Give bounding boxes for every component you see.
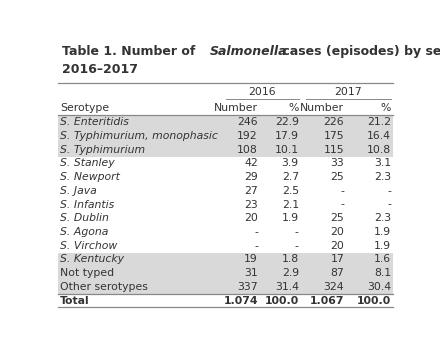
Text: S. Stanley: S. Stanley <box>60 158 115 168</box>
Bar <box>59 252 392 266</box>
Text: Serotype: Serotype <box>60 103 109 113</box>
Text: 42: 42 <box>244 158 258 168</box>
Text: 2.3: 2.3 <box>374 213 391 223</box>
Text: -: - <box>254 241 258 251</box>
Text: 2016–2017: 2016–2017 <box>62 63 138 76</box>
Text: 19: 19 <box>244 255 258 264</box>
Text: S. Java: S. Java <box>60 186 97 196</box>
Text: 25: 25 <box>330 172 344 182</box>
Text: Number: Number <box>214 103 258 113</box>
Text: 21.2: 21.2 <box>367 117 391 127</box>
Text: 1.8: 1.8 <box>282 255 299 264</box>
Bar <box>59 211 392 225</box>
Text: -: - <box>295 241 299 251</box>
Text: 3.9: 3.9 <box>282 158 299 168</box>
Text: S. Kentucky: S. Kentucky <box>60 255 124 264</box>
Bar <box>59 198 392 211</box>
Bar <box>59 294 392 307</box>
Text: %: % <box>289 103 299 113</box>
Text: 17.9: 17.9 <box>275 131 299 141</box>
Text: S. Typhimurium, monophasic: S. Typhimurium, monophasic <box>60 131 218 141</box>
Text: -: - <box>340 199 344 210</box>
Text: 2.7: 2.7 <box>282 172 299 182</box>
Text: 23: 23 <box>244 199 258 210</box>
Text: 20: 20 <box>330 241 344 251</box>
Text: 17: 17 <box>330 255 344 264</box>
Text: %: % <box>381 103 391 113</box>
Text: 10.8: 10.8 <box>367 145 391 155</box>
Text: 20: 20 <box>244 213 258 223</box>
Text: 2016: 2016 <box>248 87 276 97</box>
Text: 27: 27 <box>244 186 258 196</box>
Text: -: - <box>254 227 258 237</box>
Bar <box>59 184 392 198</box>
Text: Other serotypes: Other serotypes <box>60 282 148 292</box>
Text: 324: 324 <box>323 282 344 292</box>
Text: Table 1. Number of: Table 1. Number of <box>62 45 200 58</box>
Text: Number: Number <box>300 103 344 113</box>
Bar <box>59 280 392 294</box>
Text: 87: 87 <box>330 268 344 278</box>
Text: 1.9: 1.9 <box>374 227 391 237</box>
Text: 3.1: 3.1 <box>374 158 391 168</box>
Text: Salmonella: Salmonella <box>210 45 287 58</box>
Bar <box>59 115 392 129</box>
Bar <box>59 157 392 170</box>
Text: 115: 115 <box>323 145 344 155</box>
Text: -: - <box>387 186 391 196</box>
Text: S. Typhimurium: S. Typhimurium <box>60 145 145 155</box>
Text: 22.9: 22.9 <box>275 117 299 127</box>
Text: 1.067: 1.067 <box>310 295 344 305</box>
Text: 8.1: 8.1 <box>374 268 391 278</box>
Text: 1.9: 1.9 <box>374 241 391 251</box>
Text: 2.1: 2.1 <box>282 199 299 210</box>
Text: 31.4: 31.4 <box>275 282 299 292</box>
Bar <box>59 170 392 184</box>
Text: 2017: 2017 <box>334 87 362 97</box>
Text: 16.4: 16.4 <box>367 131 391 141</box>
Text: 246: 246 <box>237 117 258 127</box>
Bar <box>59 143 392 157</box>
Text: S. Dublin: S. Dublin <box>60 213 109 223</box>
Text: 226: 226 <box>323 117 344 127</box>
Text: 175: 175 <box>323 131 344 141</box>
Text: 1.074: 1.074 <box>224 295 258 305</box>
Text: S. Virchow: S. Virchow <box>60 241 117 251</box>
Text: 31: 31 <box>244 268 258 278</box>
Text: S. Infantis: S. Infantis <box>60 199 114 210</box>
Text: S. Enteritidis: S. Enteritidis <box>60 117 129 127</box>
Text: Total: Total <box>60 295 90 305</box>
Text: 2.5: 2.5 <box>282 186 299 196</box>
Text: -: - <box>340 186 344 196</box>
Text: 25: 25 <box>330 213 344 223</box>
Text: 1.6: 1.6 <box>374 255 391 264</box>
Text: Not typed: Not typed <box>60 268 114 278</box>
Bar <box>59 266 392 280</box>
Text: 2.9: 2.9 <box>282 268 299 278</box>
Text: 108: 108 <box>237 145 258 155</box>
Text: S. Newport: S. Newport <box>60 172 120 182</box>
Text: 2.3: 2.3 <box>374 172 391 182</box>
Text: 30.4: 30.4 <box>367 282 391 292</box>
Text: -: - <box>295 227 299 237</box>
Text: 100.0: 100.0 <box>357 295 391 305</box>
Text: cases (episodes) by serotype,: cases (episodes) by serotype, <box>278 45 440 58</box>
Text: S. Agona: S. Agona <box>60 227 109 237</box>
Text: 29: 29 <box>244 172 258 182</box>
Text: 1.9: 1.9 <box>282 213 299 223</box>
Text: -: - <box>387 199 391 210</box>
Bar <box>59 239 392 252</box>
Bar <box>59 225 392 239</box>
Bar <box>59 129 392 143</box>
Text: 100.0: 100.0 <box>264 295 299 305</box>
Text: 337: 337 <box>237 282 258 292</box>
Text: 20: 20 <box>330 227 344 237</box>
Text: 10.1: 10.1 <box>275 145 299 155</box>
Text: 33: 33 <box>330 158 344 168</box>
Text: 192: 192 <box>237 131 258 141</box>
